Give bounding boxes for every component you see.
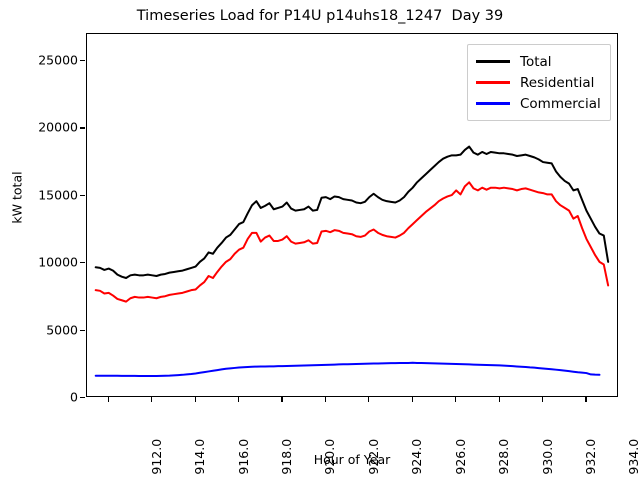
y-axis-tick-label: 5000 [46,322,78,338]
y-axis-tick-mark [80,127,85,129]
x-axis-tick-mark [542,397,544,402]
y-axis-tick-labels: 0 5000 10000 15000 20000 25000 [0,33,78,404]
y-axis-tick-label: 10000 [38,254,78,270]
series-line-residential [94,181,610,303]
chart-legend: Total Residential Commercial [467,44,611,121]
y-axis-tick-mark [80,59,85,62]
x-axis-tick-mark [151,397,153,402]
x-axis-tick-mark [324,397,327,402]
x-axis-tick-mark [498,397,500,402]
x-axis-tick-mark [585,397,587,402]
plot-lines [94,145,610,378]
legend-line-swatch-icon [476,81,510,84]
x-axis-tick-mark [281,397,283,402]
legend-line-swatch-icon [476,102,510,105]
legend-item-total[interactable]: Total [476,51,601,72]
x-axis-tick-mark [238,397,240,402]
page-title: Timeseries Load for P14U p14uhs18_1247 D… [136,8,504,24]
legend-item-residential[interactable]: Residential [476,72,601,93]
x-axis-title: Hour of Year [313,452,391,467]
legend-item-label: Total [520,53,552,70]
series-line-total [94,145,610,280]
series-line-commercial [94,361,601,378]
x-axis-tick-mark [368,397,370,402]
y-axis-tick-label: 25000 [38,52,78,68]
x-axis-tick-mark [107,397,109,402]
x-axis-tick-labels: 912.0 914.0 916.0 918.0 920.0 922.0 924.0 926.0… [86,403,640,475]
y-axis-tick-label: 15000 [38,187,78,203]
legend-item-label: Residential [520,74,595,91]
y-axis-tick-mark [80,397,85,399]
x-axis-tick-marks [86,397,618,403]
legend-line-swatch-icon [476,60,510,63]
legend-item-commercial[interactable]: Commercial [476,93,601,114]
y-axis-tick-mark [80,194,85,196]
y-axis-tick-mark [80,329,85,331]
x-axis-tick-mark [455,397,457,402]
x-axis-tick-mark [411,397,413,402]
y-axis-tick-mark [80,262,85,264]
legend-item-label: Commercial [520,95,601,112]
x-axis-tick-label: 934.0 [626,438,640,475]
y-axis-tick-label: 20000 [38,119,78,135]
x-axis-tick-mark [194,397,196,402]
y-axis-tick-marks [0,33,86,399]
y-axis-tick-label: 0 [70,389,78,405]
